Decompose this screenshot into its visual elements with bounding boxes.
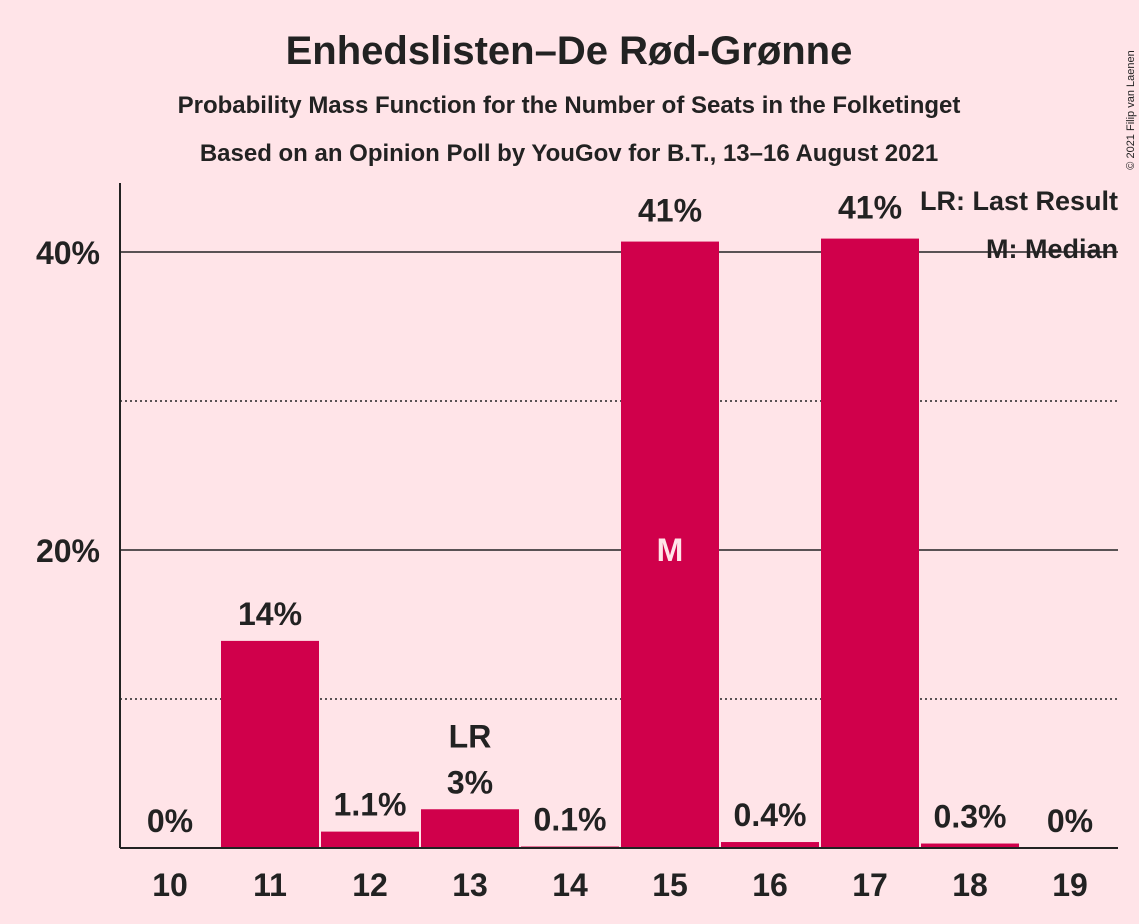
bar-12 [321, 831, 419, 848]
bars [221, 238, 1019, 849]
copyright-notice: © 2021 Filip van Laenen [1125, 50, 1137, 169]
data-label-10: 0% [147, 803, 193, 839]
data-label-12: 1.1% [334, 787, 407, 823]
y-tick-20: 20% [36, 533, 100, 569]
y-tick-40: 40% [36, 235, 100, 271]
legend-entry-0: LR: Last Result [920, 186, 1118, 216]
x-tick-10: 10 [152, 867, 188, 903]
x-tick-15: 15 [652, 867, 688, 903]
data-label-14: 0.1% [534, 802, 607, 838]
chart-subtitle-source: Based on an Opinion Poll by YouGov for B… [200, 140, 938, 167]
bar-13 [421, 809, 519, 848]
bar-15 [621, 241, 719, 848]
data-labels: 0% 14% 1.1% 3% LR 0.1% 41% M 0.4% 41% 0.3% 0% [147, 190, 1093, 839]
bar-18 [921, 843, 1019, 848]
data-label-18: 0.3% [934, 799, 1007, 835]
x-tick-19: 19 [1052, 867, 1088, 903]
data-label-17: 41% [838, 190, 902, 226]
data-label-19: 0% [1047, 803, 1093, 839]
data-label-16: 0.4% [734, 797, 807, 833]
chart-title: Enhedslisten–De Rød-Grønne [286, 29, 853, 73]
x-tick-16: 16 [752, 867, 788, 903]
x-tick-17: 17 [852, 867, 888, 903]
data-label-13: 3% [447, 764, 493, 800]
chart-subtitle: Probability Mass Function for the Number… [178, 92, 961, 119]
data-label-15: 41% [638, 193, 702, 229]
x-tick-13: 13 [452, 867, 488, 903]
axes: 10 11 12 13 14 15 16 17 18 19 20% 40% [36, 183, 1118, 903]
bar-11 [221, 640, 319, 848]
x-tick-12: 12 [352, 867, 388, 903]
bar-16 [721, 842, 819, 848]
data-label-11: 14% [238, 596, 302, 632]
bar-17 [821, 238, 919, 849]
legend: LR: Last Result M: Median [920, 186, 1118, 264]
legend-entry-1: M: Median [986, 234, 1118, 264]
gridlines [120, 251, 1118, 700]
median-marker: M [657, 532, 684, 568]
x-tick-18: 18 [952, 867, 988, 903]
x-tick-11: 11 [253, 867, 287, 903]
last-result-marker: LR [449, 718, 492, 754]
x-tick-14: 14 [552, 867, 588, 903]
